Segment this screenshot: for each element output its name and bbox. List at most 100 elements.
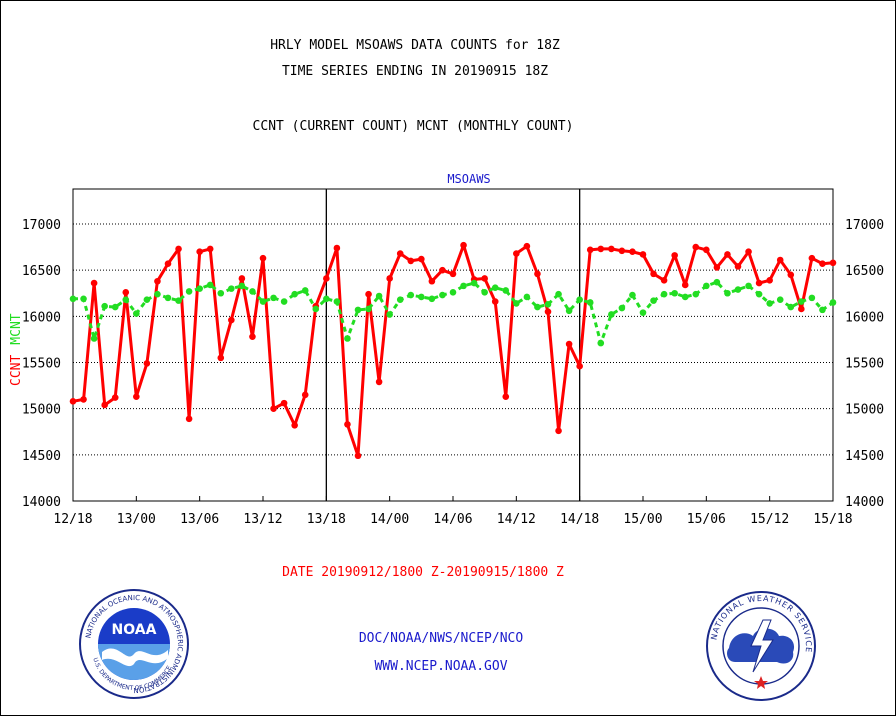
data-point-ccnt: [323, 275, 330, 282]
data-point-mcnt: [69, 295, 77, 303]
data-point-mcnt: [544, 301, 552, 308]
data-point-ccnt: [491, 298, 499, 305]
data-point-mcnt: [111, 303, 119, 311]
data-point-mcnt: [745, 282, 752, 290]
data-point-ccnt: [365, 290, 372, 298]
data-point-mcnt: [555, 290, 562, 298]
data-point-ccnt: [259, 254, 267, 262]
data-point-ccnt: [291, 421, 298, 429]
series-mcnt: [69, 278, 837, 347]
data-point-mcnt: [228, 285, 235, 292]
data-point-ccnt: [217, 354, 225, 362]
data-point-mcnt: [333, 298, 341, 305]
y-tick-label-left: 16500: [22, 264, 61, 279]
data-point-mcnt: [766, 300, 773, 307]
data-point-ccnt: [650, 270, 657, 278]
date-range-label: DATE 20190912/1800 Z-20190915/1800 Z: [282, 565, 564, 580]
data-point-ccnt: [681, 281, 689, 289]
data-point-ccnt: [618, 247, 626, 255]
y-tick-label-right: 15000: [845, 403, 884, 418]
data-point-mcnt: [449, 289, 457, 296]
data-point-mcnt: [122, 296, 130, 304]
data-point-mcnt: [301, 287, 309, 294]
data-point-ccnt: [280, 399, 288, 407]
data-point-ccnt: [692, 243, 700, 251]
data-point-ccnt: [597, 245, 605, 253]
data-point-mcnt: [618, 304, 626, 312]
x-tick-label: 12/18: [53, 512, 92, 527]
data-point-mcnt: [755, 290, 763, 298]
data-point-ccnt: [206, 245, 214, 253]
data-point-ccnt: [101, 401, 108, 409]
plot-title: MSOAWS: [447, 172, 490, 186]
data-point-mcnt: [280, 298, 288, 305]
data-point-ccnt: [375, 378, 383, 386]
data-point-mcnt: [470, 279, 478, 287]
data-point-ccnt: [143, 360, 151, 367]
y-axis-label-mcnt: MCNT: [9, 313, 24, 344]
x-tick-label: 15/00: [623, 512, 662, 527]
data-point-mcnt: [428, 295, 436, 303]
axis-label-layer: 12/18 13/00 13/06 13/12 13/18 14/00 14/06 14/12…: [9, 172, 884, 527]
y-tick-label-left: 15000: [22, 403, 61, 418]
data-point-mcnt: [787, 303, 795, 311]
data-point-mcnt: [164, 294, 172, 302]
data-point-mcnt: [692, 290, 700, 298]
data-point-ccnt: [175, 245, 182, 253]
data-point-mcnt: [734, 286, 742, 293]
website-label: WWW.NCEP.NOAA.GOV: [374, 659, 508, 674]
x-tick-label: 13/18: [307, 512, 346, 527]
x-tick-label: 15/06: [687, 512, 726, 527]
data-point-mcnt: [819, 306, 826, 314]
data-point-ccnt: [122, 289, 130, 296]
data-point-ccnt: [164, 260, 172, 268]
data-point-ccnt: [439, 266, 446, 274]
data-point-ccnt: [301, 391, 309, 399]
data-point-mcnt: [586, 299, 594, 306]
data-point-mcnt: [798, 298, 805, 305]
data-point-mcnt: [365, 305, 372, 313]
data-point-ccnt: [228, 316, 235, 324]
y-tick-label-left: 14500: [22, 449, 61, 464]
data-point-ccnt: [534, 270, 541, 278]
data-point-mcnt: [143, 296, 151, 304]
data-point-mcnt: [312, 305, 320, 313]
data-point-mcnt: [90, 335, 98, 342]
y-tick-label-right: 17000: [845, 218, 884, 233]
data-point-mcnt: [418, 293, 425, 301]
x-tick-label: 13/00: [117, 512, 156, 527]
data-point-ccnt: [481, 275, 488, 282]
data-point-mcnt: [101, 302, 108, 310]
x-tick-label: 15/18: [813, 512, 852, 527]
data-point-ccnt: [185, 415, 193, 423]
data-point-ccnt: [819, 260, 826, 268]
data-point-mcnt: [154, 290, 161, 298]
data-point-ccnt: [502, 393, 510, 400]
data-point-mcnt: [185, 288, 193, 295]
data-point-ccnt: [787, 271, 795, 279]
data-point-ccnt: [713, 264, 721, 271]
y-tick-label-right: 16500: [845, 264, 884, 279]
data-point-mcnt: [608, 311, 615, 318]
data-point-mcnt: [396, 296, 404, 304]
data-point-mcnt: [491, 284, 499, 292]
data-point-ccnt: [238, 275, 246, 282]
y-axis-label: CCNT MCNT: [9, 313, 24, 386]
data-point-ccnt: [513, 250, 520, 257]
data-point-ccnt: [586, 246, 594, 254]
data-point-ccnt: [766, 277, 773, 284]
y-tick-label-right: 15500: [845, 357, 884, 372]
data-point-ccnt: [724, 251, 731, 258]
nws-logo: NATIONAL WEATHER SERVICE: [706, 591, 816, 701]
x-tick-label: 14/06: [433, 512, 472, 527]
data-point-ccnt: [354, 452, 362, 460]
data-point-ccnt: [555, 427, 562, 435]
data-point-mcnt: [439, 291, 446, 299]
plot-frame: [72, 188, 834, 502]
data-point-ccnt: [333, 244, 341, 252]
data-point-mcnt: [175, 297, 182, 304]
chart-title-line-1: HRLY MODEL MSOAWS DATA COUNTS for 18Z: [270, 38, 560, 53]
data-point-ccnt: [196, 248, 203, 255]
data-point-ccnt: [344, 421, 351, 428]
